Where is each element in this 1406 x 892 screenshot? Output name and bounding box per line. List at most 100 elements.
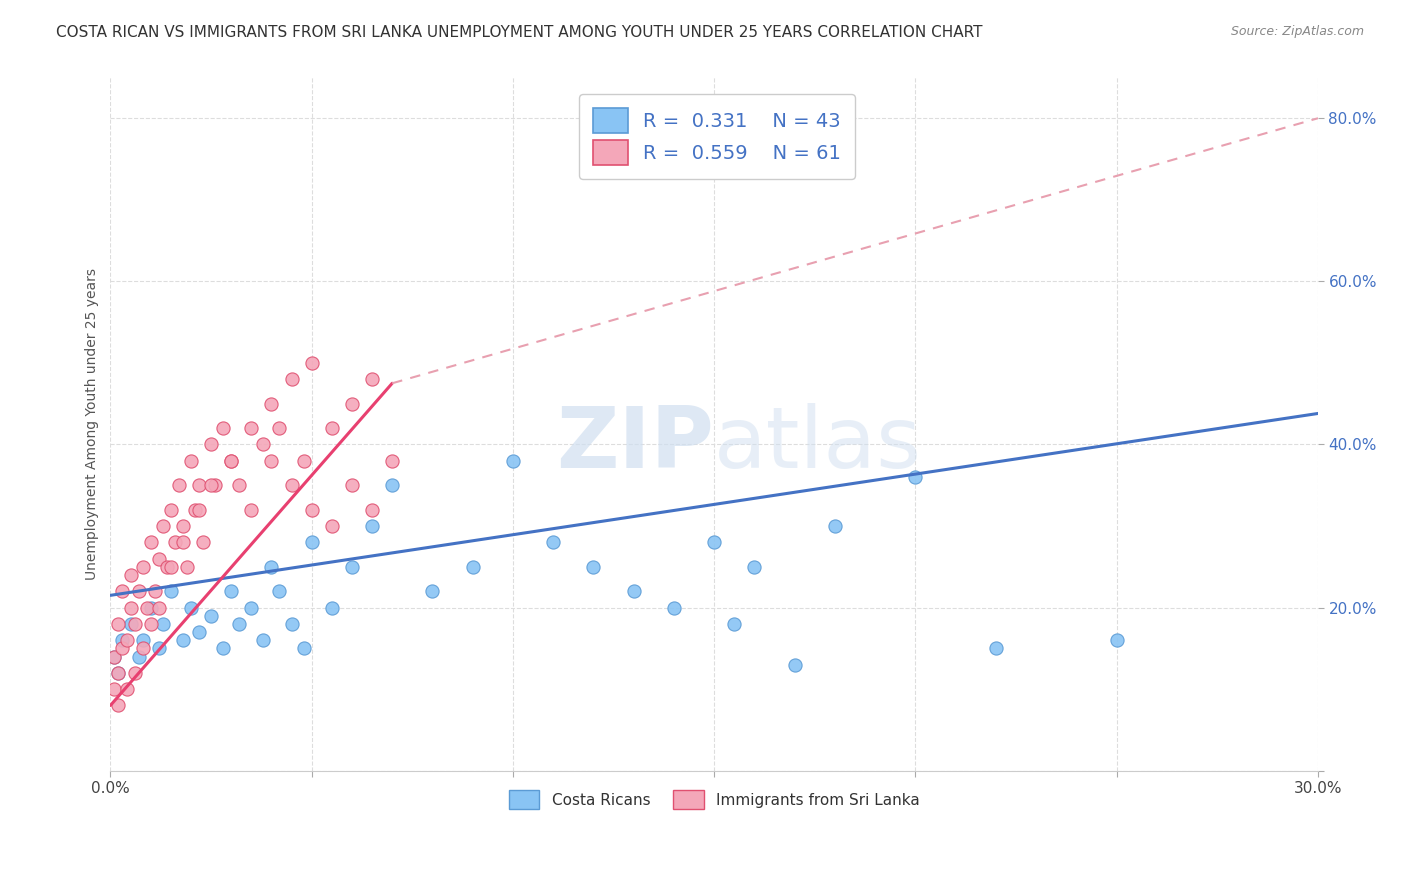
Point bbox=[301, 502, 323, 516]
Point bbox=[115, 682, 138, 697]
Point bbox=[200, 478, 222, 492]
Point bbox=[212, 641, 235, 656]
Point bbox=[219, 584, 242, 599]
Point bbox=[228, 478, 250, 492]
Point bbox=[703, 535, 725, 549]
Point bbox=[783, 657, 806, 672]
Point bbox=[139, 535, 162, 549]
Point bbox=[361, 372, 384, 386]
Point bbox=[184, 502, 207, 516]
Point bbox=[131, 641, 153, 656]
Point bbox=[103, 649, 125, 664]
Point bbox=[541, 535, 564, 549]
Point bbox=[219, 454, 242, 468]
Point bbox=[422, 584, 444, 599]
Point bbox=[280, 372, 302, 386]
Point bbox=[340, 397, 363, 411]
Point bbox=[340, 478, 363, 492]
Point bbox=[252, 633, 274, 648]
Point bbox=[212, 421, 235, 435]
Point bbox=[103, 682, 125, 697]
Point bbox=[103, 649, 125, 664]
Point bbox=[172, 535, 194, 549]
Point bbox=[340, 559, 363, 574]
Point bbox=[167, 478, 190, 492]
Point bbox=[228, 616, 250, 631]
Point bbox=[180, 600, 202, 615]
Point bbox=[115, 633, 138, 648]
Point bbox=[904, 470, 927, 484]
Point bbox=[159, 584, 181, 599]
Point bbox=[148, 641, 170, 656]
Point bbox=[120, 616, 142, 631]
Point bbox=[128, 649, 150, 664]
Point bbox=[204, 478, 226, 492]
Point bbox=[744, 559, 766, 574]
Point bbox=[280, 616, 302, 631]
Point bbox=[381, 478, 404, 492]
Point bbox=[321, 421, 343, 435]
Point bbox=[502, 454, 524, 468]
Point bbox=[111, 633, 134, 648]
Text: ZIP: ZIP bbox=[557, 403, 714, 486]
Point bbox=[260, 559, 283, 574]
Point bbox=[163, 535, 186, 549]
Point bbox=[172, 519, 194, 533]
Point bbox=[984, 641, 1007, 656]
Point bbox=[260, 397, 283, 411]
Point bbox=[361, 502, 384, 516]
Text: atlas: atlas bbox=[714, 403, 922, 486]
Point bbox=[188, 478, 211, 492]
Text: Source: ZipAtlas.com: Source: ZipAtlas.com bbox=[1230, 25, 1364, 38]
Point bbox=[156, 559, 179, 574]
Point bbox=[662, 600, 685, 615]
Point bbox=[120, 600, 142, 615]
Point bbox=[111, 584, 134, 599]
Point bbox=[139, 616, 162, 631]
Point bbox=[301, 535, 323, 549]
Point bbox=[240, 502, 263, 516]
Point bbox=[191, 535, 214, 549]
Point bbox=[176, 559, 198, 574]
Point bbox=[200, 437, 222, 451]
Point bbox=[301, 356, 323, 370]
Text: COSTA RICAN VS IMMIGRANTS FROM SRI LANKA UNEMPLOYMENT AMONG YOUTH UNDER 25 YEARS: COSTA RICAN VS IMMIGRANTS FROM SRI LANKA… bbox=[56, 25, 983, 40]
Point bbox=[321, 519, 343, 533]
Point bbox=[180, 454, 202, 468]
Y-axis label: Unemployment Among Youth under 25 years: Unemployment Among Youth under 25 years bbox=[86, 268, 100, 580]
Point bbox=[381, 454, 404, 468]
Point bbox=[260, 454, 283, 468]
Point bbox=[824, 519, 846, 533]
Point bbox=[107, 616, 129, 631]
Point bbox=[159, 502, 181, 516]
Point bbox=[280, 478, 302, 492]
Point bbox=[107, 665, 129, 680]
Point bbox=[111, 641, 134, 656]
Point bbox=[269, 421, 291, 435]
Point bbox=[135, 600, 157, 615]
Point bbox=[152, 519, 174, 533]
Point bbox=[582, 559, 605, 574]
Point bbox=[148, 551, 170, 566]
Point bbox=[131, 559, 153, 574]
Point bbox=[623, 584, 645, 599]
Point bbox=[131, 633, 153, 648]
Point bbox=[461, 559, 484, 574]
Point bbox=[1105, 633, 1128, 648]
Point bbox=[128, 584, 150, 599]
Point bbox=[723, 616, 745, 631]
Point bbox=[120, 568, 142, 582]
Point bbox=[188, 625, 211, 640]
Point bbox=[107, 665, 129, 680]
Point bbox=[152, 616, 174, 631]
Point bbox=[361, 519, 384, 533]
Point bbox=[148, 600, 170, 615]
Point bbox=[200, 608, 222, 623]
Point bbox=[292, 641, 315, 656]
Point bbox=[219, 454, 242, 468]
Point bbox=[139, 600, 162, 615]
Point bbox=[188, 502, 211, 516]
Legend: Costa Ricans, Immigrants from Sri Lanka: Costa Ricans, Immigrants from Sri Lanka bbox=[503, 784, 925, 815]
Point bbox=[124, 665, 146, 680]
Point bbox=[240, 600, 263, 615]
